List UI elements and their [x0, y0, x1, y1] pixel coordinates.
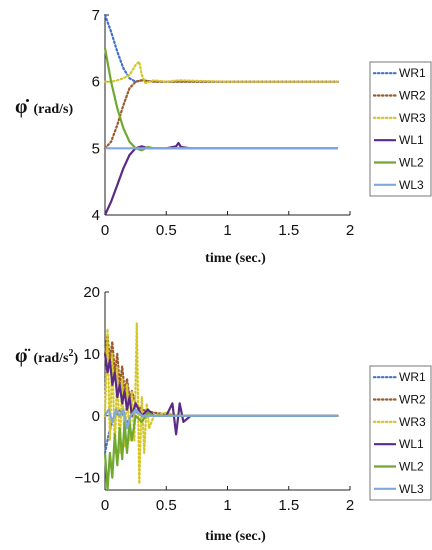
series-group	[103, 321, 339, 492]
y-tick-label: 0	[92, 408, 100, 425]
legend-box	[369, 61, 432, 197]
x-tick-label: 1	[223, 497, 231, 514]
legend-label-wr1: WR1	[399, 66, 426, 80]
series-group	[103, 13, 339, 216]
series-line-wr2	[103, 79, 339, 150]
series-line-wl1	[103, 353, 338, 436]
y-axis-units: (rad/s	[33, 351, 69, 366]
legend-label-wr1: WR1	[399, 370, 426, 384]
legend-box	[369, 365, 432, 501]
legend-label-wl1: WL1	[399, 437, 424, 451]
legend-label-wl2: WL2	[399, 460, 424, 474]
legend: WR1 WR2 WR3 WL1 WL2 WL3	[369, 365, 432, 501]
x-axis-label: time (sec.)	[205, 251, 266, 266]
series-line-wl1	[104, 141, 338, 216]
x-tick-label: 2	[346, 222, 354, 239]
x-tick-label: 1	[223, 222, 231, 239]
x-tick-label: 1.5	[278, 222, 299, 239]
x-tick-label: 2	[346, 497, 354, 514]
legend-label-wr2: WR2	[399, 89, 426, 103]
y-tick-label: 10	[83, 346, 100, 363]
legend-label-wr2: WR2	[399, 393, 426, 407]
x-tick-label: 0.5	[156, 222, 177, 239]
x-tick-label: 0	[101, 222, 109, 239]
legend-label-wl3: WL3	[399, 178, 424, 192]
legend: WR1 WR2 WR3 WL1 WL2 WL3	[369, 61, 432, 197]
y-tick-label: 20	[83, 284, 100, 301]
x-tick-label: 1.5	[278, 497, 299, 514]
legend-label-wr3: WR3	[399, 111, 426, 125]
y-axis-symbol: φ̈	[15, 345, 30, 367]
y-axis-units-sup: 2	[68, 348, 73, 359]
series-line-wr3	[103, 321, 339, 485]
y-axis-label: φ̇ (rad/s)	[15, 96, 73, 118]
y-tick-label: −10	[75, 470, 100, 487]
y-tick-label: 5	[92, 140, 100, 157]
y-axis-symbol: φ̇	[15, 96, 29, 118]
y-tick-label: 4	[92, 207, 100, 224]
x-tick-label: 0	[101, 497, 109, 514]
series-line-wr1	[103, 13, 339, 83]
legend-label-wl3: WL3	[399, 482, 424, 496]
y-axis-units-close: )	[73, 351, 78, 366]
y-axis-units: (rad/s)	[33, 102, 73, 117]
series-line-wl3	[104, 408, 338, 430]
y-tick-label: 6	[92, 74, 100, 91]
legend-label-wl2: WL2	[399, 156, 424, 170]
legend-label-wr3: WR3	[399, 415, 426, 429]
series-line-wr2	[103, 334, 339, 417]
y-axis-label: φ̈ (rad/s2)	[15, 345, 78, 367]
y-tick-label: 7	[92, 7, 100, 24]
series-line-wr3	[103, 60, 339, 85]
x-tick-label: 0.5	[156, 497, 177, 514]
legend-label-wl1: WL1	[399, 133, 424, 147]
x-axis-label: time (sec.)	[205, 529, 266, 544]
